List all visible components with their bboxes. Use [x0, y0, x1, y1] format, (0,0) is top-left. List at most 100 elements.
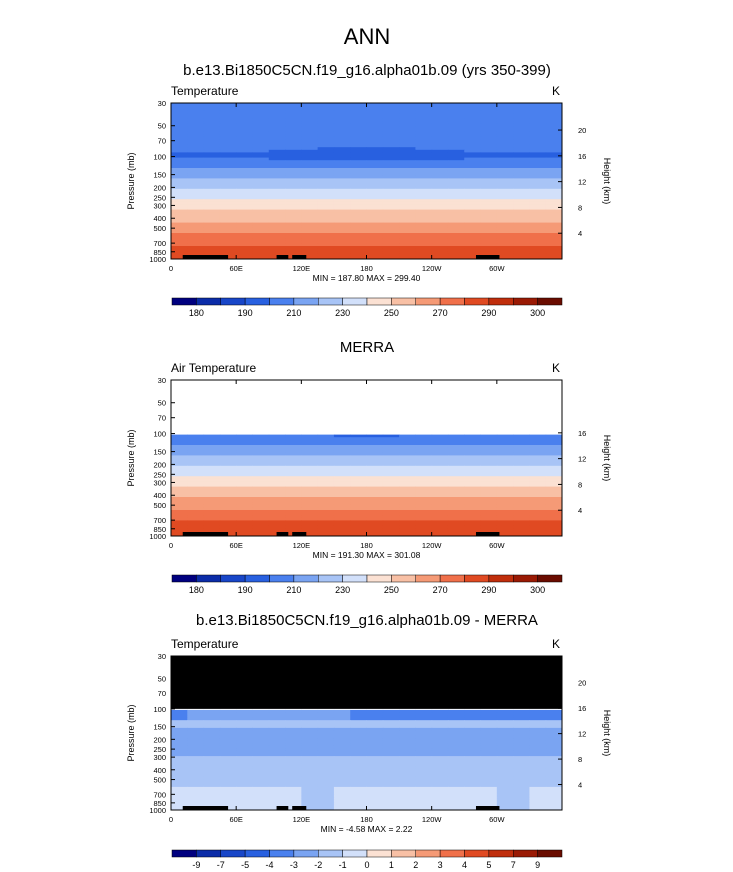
colorbar-label: -1: [339, 860, 347, 870]
contour-cell: [399, 771, 416, 775]
contour-cell: [431, 523, 449, 527]
contour-cell: [252, 178, 270, 182]
contour-cell: [431, 246, 449, 250]
contour-cell: [382, 517, 400, 521]
contour-cell: [350, 136, 367, 140]
colorbar-label: 190: [238, 585, 253, 595]
contour-cell: [513, 116, 530, 120]
contour-cell: [496, 147, 514, 151]
contour-cell: [496, 525, 514, 529]
contour-cell: [399, 481, 416, 485]
contour-cell: [431, 450, 449, 454]
contour-cell: [171, 473, 188, 477]
contour-cell: [415, 717, 433, 721]
contour-cell: [203, 188, 221, 192]
contour-cell: [464, 136, 482, 140]
contour-cell: [513, 194, 530, 198]
contour-cell: [496, 455, 514, 459]
contour-cell: [171, 802, 188, 806]
contour-cell: [203, 178, 221, 182]
contour-cell: [171, 191, 188, 195]
contour-cell: [285, 489, 302, 493]
contour-cell: [513, 452, 530, 456]
contour-cell: [268, 740, 286, 744]
contour-cell: [171, 499, 188, 503]
contour-cell: [171, 735, 188, 739]
contour-cell: [333, 201, 351, 205]
contour-cell: [203, 243, 221, 247]
contour-cell: [513, 771, 530, 775]
contour-cell: [285, 504, 302, 508]
contour-cell: [496, 168, 514, 172]
contour-cell: [496, 530, 514, 534]
contour-cell: [382, 204, 400, 208]
contour-cell: [187, 774, 205, 778]
contour-cell: [496, 512, 514, 516]
contour-cell: [219, 136, 237, 140]
contour-cell: [252, 110, 270, 114]
contour-cell: [431, 235, 449, 239]
contour-cell: [399, 113, 416, 117]
contour-cell: [431, 753, 449, 757]
contour-cell: [431, 442, 449, 446]
contour-cell: [382, 165, 400, 169]
contour-cell: [350, 434, 367, 438]
contour-cell: [513, 253, 530, 257]
contour-cell: [399, 165, 416, 169]
contour-cell: [350, 750, 367, 755]
contour-cell: [333, 123, 351, 127]
contour-cell: [350, 248, 367, 252]
contour-cell: [350, 170, 367, 174]
contour-cell: [252, 802, 270, 806]
contour-cell: [529, 152, 547, 156]
contour-cell: [171, 458, 188, 462]
contour-cell: [382, 766, 400, 770]
contour-cell: [252, 807, 270, 811]
contour-cell: [203, 437, 221, 441]
colorbar-swatch: [391, 574, 416, 583]
contour-cell: [333, 173, 351, 177]
contour-cell: [447, 743, 465, 747]
contour-cell: [203, 209, 221, 213]
contour-cell: [382, 220, 400, 224]
colorbar-swatch: [342, 297, 368, 306]
contour-cell: [399, 712, 416, 716]
contour-cell: [268, 194, 286, 198]
contour-cell: [431, 758, 449, 762]
contour-cell: [219, 512, 237, 516]
contour-cell: [333, 118, 351, 122]
contour-cell: [447, 802, 465, 806]
contour-cell: [350, 105, 367, 109]
contour-cell: [464, 786, 482, 790]
contour-cell: [513, 162, 530, 166]
contour-cell: [447, 108, 465, 112]
contour-cell: [203, 123, 221, 127]
contour-cell: [366, 196, 384, 200]
colorbar-label: 1: [389, 860, 394, 870]
contour-cell: [447, 525, 465, 529]
contour-cell: [236, 730, 253, 734]
pressure-tick-label: 150: [153, 171, 166, 180]
contour-cell: [301, 781, 319, 785]
contour-cell: [171, 717, 188, 721]
pressure-tick-label: 250: [153, 193, 166, 202]
contour-cell: [382, 217, 400, 221]
contour-cell: [431, 248, 449, 252]
contour-cell: [513, 722, 530, 726]
contour-cell: [496, 486, 514, 490]
contour-cell: [513, 781, 530, 785]
contour-cell: [333, 497, 351, 501]
contour-cell: [301, 175, 319, 179]
contour-cell: [285, 248, 302, 252]
contour-cell: [219, 766, 237, 770]
contour-cell: [268, 525, 286, 529]
contour-cell: [447, 152, 465, 156]
contour-cell: [464, 149, 482, 153]
contour-cell: [415, 771, 433, 775]
contour-cell: [350, 196, 367, 200]
contour-cell: [350, 484, 367, 488]
contour-cell: [480, 199, 498, 203]
contour-cell: [171, 178, 188, 182]
contour-cell: [203, 494, 221, 498]
contour-cell: [513, 463, 530, 467]
